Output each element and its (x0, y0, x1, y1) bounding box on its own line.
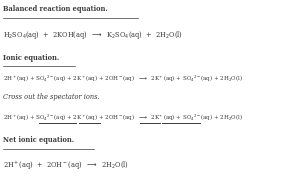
Text: Balanced reaction equation.: Balanced reaction equation. (3, 5, 107, 13)
Text: H$_2$SO$_4$(aq)  +  2KOH(aq)  $\longrightarrow$  K$_2$SO$_4$(aq)  +  2H$_2$O(l): H$_2$SO$_4$(aq) + 2KOH(aq) $\longrightar… (3, 29, 183, 41)
Text: Ionic equation.: Ionic equation. (3, 54, 59, 62)
Text: Cross out the spectator ions.: Cross out the spectator ions. (3, 93, 99, 101)
Text: 2H$^+$(aq) + SO$_4$$^{2-}$(aq) + 2K$^+$(aq) + 2OH$^-$(aq)  $\longrightarrow$  2K: 2H$^+$(aq) + SO$_4$$^{2-}$(aq) + 2K$^+$(… (3, 73, 243, 84)
Text: Net ionic equation.: Net ionic equation. (3, 136, 74, 144)
Text: 2H$^+$(aq)  +  2OH$^-$(aq)  $\longrightarrow$  2H$_2$O(l): 2H$^+$(aq) + 2OH$^-$(aq) $\longrightarro… (3, 159, 129, 172)
Text: 2H$^+$(aq) + SO$_4$$^{2-}$(aq) + 2K$^+$(aq) + 2OH$^-$(aq)  $\longrightarrow$  2K: 2H$^+$(aq) + SO$_4$$^{2-}$(aq) + 2K$^+$(… (3, 113, 243, 123)
